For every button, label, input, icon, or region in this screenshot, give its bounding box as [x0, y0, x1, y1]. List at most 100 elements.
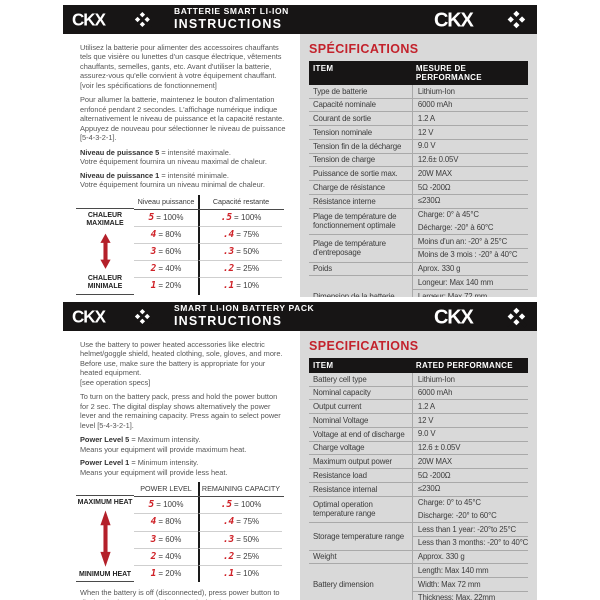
- spec-item-value: Length: Max 140 mm Width: Max 72 mm Thickn…: [411, 564, 528, 600]
- spec-row: Résistance interne ≤230Ω: [309, 194, 528, 209]
- remaining-capacity-column-header: REMAINING CAPACITY: [198, 482, 282, 497]
- spec-item-label: Poids: [313, 264, 332, 274]
- spec-item-label: Tension fin de la décharge: [313, 141, 402, 151]
- spec-item-label: Optimal operation temperature range: [313, 499, 376, 519]
- spec-item-value: 20W MAX: [411, 167, 528, 181]
- spec-table-body: Battery cell type Lithium-Ion Nominal ca…: [309, 373, 528, 600]
- spec-row: Capacité nominale 6000 mAh: [309, 98, 528, 113]
- header-main-title: INSTRUCTIONS: [174, 17, 283, 32]
- spec-row: Tension nominale 12 V: [309, 126, 528, 140]
- power-level-column-header: Niveau puissance: [137, 196, 195, 206]
- seven-segment-digit: 1: [150, 567, 157, 579]
- heat-table-rows: 5 = 100% .5 = 100% 4 = 80% .4 = 75%: [134, 497, 284, 583]
- spec-table-body: Type de batterie Lithium-Ion Capacité no…: [309, 85, 528, 297]
- svg-text:CKX: CKX: [434, 307, 474, 328]
- panel-french: CKX BATTERIE SMART LI-ION INSTRUCTIONS C…: [63, 5, 537, 297]
- ckx-logo-icon: CKX: [434, 8, 528, 31]
- spec-row: Charge de résistance 5Ω -200Ω: [309, 181, 528, 195]
- heat-table-header: Niveau puissance Capacité restante: [134, 194, 284, 210]
- heat-table-header: POWER LEVEL REMAINING CAPACITY: [134, 482, 284, 498]
- spec-item-value: 9.0 V: [411, 139, 528, 153]
- spec-item-value: 5Ω -200Ω: [411, 469, 528, 482]
- spec-row: Nominal capacity 6000 mAh: [309, 386, 528, 401]
- spec-item-label: Nominal capacity: [313, 388, 371, 398]
- specifications-heading: SPECIFICATIONS: [309, 339, 419, 353]
- item-column-header: ITEM: [313, 64, 334, 73]
- power-level-5-note: Niveau de puissance 5 = intensité maxima…: [80, 147, 267, 167]
- spec-item-value: Less than 1 year: -20°to 25°C Less than 3…: [411, 523, 528, 550]
- seven-segment-digit: .3: [222, 246, 235, 258]
- ckx-logo-icon: CKX: [72, 307, 152, 327]
- spec-item-value: 5Ω -200Ω: [411, 181, 528, 194]
- double-arrow-icon: [99, 233, 111, 270]
- spec-row: Weight Approx. 330 g: [309, 550, 528, 565]
- spec-row: Tension de charge 12.6± 0.05V: [309, 153, 528, 168]
- spec-item-label: Capacité nominale: [313, 100, 376, 110]
- heat-table-row: 2 = 40% .2 = 25%: [134, 260, 284, 278]
- heat-table-rows: 5 = 100% .5 = 100% 4 = 80% .4 = 75%: [134, 209, 284, 295]
- spec-item-label: Resistance load: [313, 470, 367, 480]
- heat-table-row: 1 = 20% .1 = 10%: [134, 564, 284, 583]
- seven-segment-digit: 5: [148, 499, 155, 511]
- spec-item-value: Lithium-Ion: [411, 85, 528, 98]
- seven-segment-digit: .1: [222, 280, 235, 292]
- spec-item-value: 9.0 V: [411, 427, 528, 441]
- spec-row: Optimal operation temperature range Char…: [309, 496, 528, 524]
- panel-english: CKX SMART LI-ION BATTERY PACK INSTRUCTIO…: [63, 302, 537, 600]
- intro-paragraph: Utilisez la batterie pour alimenter des …: [80, 43, 282, 90]
- heat-table-row: 5 = 100% .5 = 100%: [134, 497, 284, 514]
- specifications-column-en: SPECIFICATIONS ITEM RATED PERFORMANCE Ba…: [300, 331, 537, 600]
- maximum-heat-label: CHALEUR MAXIMALE: [86, 211, 124, 227]
- performance-column-header: MESURE DE PERFORMANCE: [415, 64, 482, 82]
- spec-item-label: Nominal Voltage: [313, 415, 369, 425]
- heat-table-row: 4 = 80% .4 = 75%: [134, 225, 284, 244]
- power-level-column-header: POWER LEVEL: [140, 484, 192, 494]
- spec-row: Puissance de sortie max. 20W MAX: [309, 167, 528, 182]
- spec-item-label: Resistance internal: [313, 484, 378, 494]
- seven-segment-digit: 4: [150, 516, 157, 528]
- spec-item-label: Voltage at end of discharge: [313, 429, 405, 439]
- spec-item-value: 12 V: [411, 414, 528, 427]
- spec-row: Storage temperature range Less than 1 ye…: [309, 523, 528, 551]
- spec-item-label: Plage de température de fonctionnement o…: [313, 211, 397, 231]
- spec-item-value: 6000 mAh: [411, 98, 528, 112]
- spec-row: Nominal Voltage 12 V: [309, 414, 528, 428]
- spec-item-value: 20W MAX: [411, 455, 528, 469]
- spec-row: Plage de température de fonctionnement o…: [309, 208, 528, 236]
- svg-text:CKX: CKX: [72, 11, 107, 30]
- heat-scale: CHALEUR MAXIMALE CHALEUR MINIMALE: [76, 207, 134, 295]
- spec-item-label: Puissance de sortie max.: [313, 169, 398, 179]
- specifications-heading: SPÉCIFICATIONS: [309, 42, 419, 56]
- seven-segment-digit: .5: [220, 499, 233, 511]
- spec-item-value: 12 V: [411, 126, 528, 139]
- spec-item-value: 1.2 A: [411, 400, 528, 414]
- spec-item-label: Dimension de la batterie: [313, 291, 395, 297]
- spec-row: Resistance load 5Ω -200Ω: [309, 469, 528, 483]
- spec-row: Resistance internal ≤230Ω: [309, 482, 528, 497]
- spec-item-label: Plage de température d'entreposage: [313, 238, 386, 258]
- header-title-en: SMART LI-ION BATTERY PACK INSTRUCTIONS: [174, 304, 314, 329]
- header-subtitle: BATTERIE SMART LI-ION: [174, 6, 289, 17]
- spec-row: Battery dimension Length: Max 140 mm Widt…: [309, 564, 528, 600]
- spec-row: Poids Aprox. 330 g: [309, 262, 528, 277]
- svg-text:CKX: CKX: [72, 308, 107, 327]
- spec-row: Courant de sortie 1.2 A: [309, 112, 528, 127]
- spec-item-label: Résistance interne: [313, 196, 376, 206]
- spec-item-label: Courant de sortie: [313, 114, 371, 124]
- spec-item-value: 6000 mAh: [411, 386, 528, 400]
- spec-item-label: Battery cell type: [313, 374, 367, 384]
- spec-item-label: Maximum output power: [313, 457, 393, 467]
- spec-item-value: Lithium-Ion: [411, 373, 528, 386]
- spec-item-value: 12.6± 0.05V: [411, 153, 528, 167]
- spec-row: Output current 1.2 A: [309, 400, 528, 415]
- seven-segment-digit: .4: [222, 516, 235, 528]
- header-title-fr: BATTERIE SMART LI-ION INSTRUCTIONS: [174, 6, 289, 32]
- spec-item-value: Moins d'un an: -20° à 25°C Moins de 3 moi…: [411, 235, 528, 262]
- seven-segment-digit: .1: [222, 567, 235, 579]
- spec-item-label: Weight: [313, 552, 337, 562]
- double-arrow-icon: [99, 510, 111, 568]
- instructions-column-en: Use the battery to power heated accessor…: [63, 331, 300, 600]
- spec-item-value: 12.6 ± 0.05V: [411, 441, 528, 455]
- spec-item-label: Tension de charge: [313, 155, 375, 165]
